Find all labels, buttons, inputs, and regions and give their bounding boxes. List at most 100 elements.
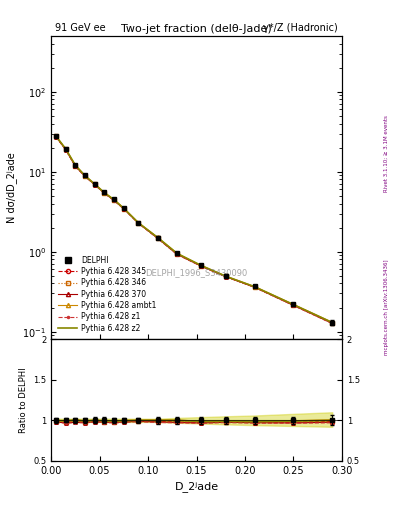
Pythia 6.428 ambt1 (121, 205, 126, 211)
Pythia 6.428 370 (199, 263, 204, 269)
Pythia 6.428 345 (53, 134, 58, 140)
Pythia 6.428 ambt1 (330, 319, 334, 325)
Pythia 6.428 370 (92, 182, 97, 188)
Pythia 6.428 345 (223, 273, 228, 280)
Legend: DELPHI, Pythia 6.428 345, Pythia 6.428 346, Pythia 6.428 370, Pythia 6.428 ambt1: DELPHI, Pythia 6.428 345, Pythia 6.428 3… (55, 253, 159, 335)
Pythia 6.428 z1 (73, 163, 78, 169)
Title: Two-jet fraction (delθ-Jade): Two-jet fraction (delθ-Jade) (121, 24, 272, 34)
Pythia 6.428 ambt1 (155, 234, 160, 241)
Pythia 6.428 346 (223, 273, 228, 280)
Line: Pythia 6.428 370: Pythia 6.428 370 (54, 135, 334, 325)
Pythia 6.428 z2 (291, 302, 296, 308)
Pythia 6.428 345 (330, 320, 334, 326)
Pythia 6.428 z1 (102, 190, 107, 197)
Text: mcplots.cern.ch [arXiv:1306.3436]: mcplots.cern.ch [arXiv:1306.3436] (384, 260, 389, 355)
Pythia 6.428 z2 (73, 162, 78, 168)
Pythia 6.428 370 (291, 302, 296, 308)
Pythia 6.428 z2 (252, 284, 257, 290)
Pythia 6.428 z2 (63, 145, 68, 152)
Pythia 6.428 345 (155, 235, 160, 241)
Y-axis label: Ratio to DELPHI: Ratio to DELPHI (18, 367, 28, 433)
Pythia 6.428 346 (102, 190, 107, 196)
Pythia 6.428 z1 (136, 220, 141, 226)
Pythia 6.428 ambt1 (252, 284, 257, 290)
Pythia 6.428 370 (136, 220, 141, 226)
Pythia 6.428 345 (252, 284, 257, 290)
Pythia 6.428 z1 (223, 273, 228, 280)
Pythia 6.428 346 (112, 197, 116, 203)
Pythia 6.428 346 (199, 263, 204, 269)
Pythia 6.428 346 (155, 234, 160, 241)
Pythia 6.428 345 (92, 182, 97, 188)
Pythia 6.428 370 (155, 235, 160, 241)
Pythia 6.428 370 (112, 197, 116, 203)
Line: Pythia 6.428 345: Pythia 6.428 345 (54, 135, 334, 325)
Pythia 6.428 z1 (112, 198, 116, 204)
Pythia 6.428 ambt1 (175, 250, 180, 257)
Pythia 6.428 z2 (330, 319, 334, 326)
Pythia 6.428 z2 (102, 189, 107, 196)
Pythia 6.428 ambt1 (136, 220, 141, 226)
Pythia 6.428 346 (121, 205, 126, 211)
Y-axis label: N dσ/dD_2ʲade: N dσ/dD_2ʲade (6, 152, 17, 223)
Pythia 6.428 346 (53, 133, 58, 139)
Line: Pythia 6.428 346: Pythia 6.428 346 (54, 135, 334, 325)
Pythia 6.428 370 (223, 273, 228, 280)
Pythia 6.428 345 (121, 206, 126, 212)
Pythia 6.428 ambt1 (102, 189, 107, 196)
Pythia 6.428 370 (73, 163, 78, 169)
Pythia 6.428 346 (63, 146, 68, 152)
Pythia 6.428 ambt1 (53, 133, 58, 139)
Pythia 6.428 346 (291, 302, 296, 308)
Pythia 6.428 ambt1 (223, 273, 228, 279)
Pythia 6.428 345 (291, 302, 296, 308)
Pythia 6.428 370 (63, 146, 68, 153)
Pythia 6.428 z2 (223, 273, 228, 279)
Pythia 6.428 370 (53, 134, 58, 140)
Pythia 6.428 370 (252, 284, 257, 290)
Pythia 6.428 z2 (83, 173, 87, 179)
Pythia 6.428 z2 (53, 133, 58, 139)
Pythia 6.428 ambt1 (112, 197, 116, 203)
Pythia 6.428 346 (175, 251, 180, 257)
Pythia 6.428 z1 (175, 251, 180, 258)
Pythia 6.428 370 (83, 173, 87, 179)
Pythia 6.428 z1 (252, 284, 257, 290)
Pythia 6.428 346 (73, 163, 78, 169)
Pythia 6.428 z1 (121, 206, 126, 212)
Pythia 6.428 z1 (155, 236, 160, 242)
Pythia 6.428 345 (102, 190, 107, 196)
Pythia 6.428 ambt1 (63, 146, 68, 152)
Line: Pythia 6.428 z1: Pythia 6.428 z1 (54, 135, 334, 325)
Pythia 6.428 ambt1 (83, 173, 87, 179)
Pythia 6.428 z1 (199, 263, 204, 269)
Pythia 6.428 ambt1 (73, 162, 78, 168)
Pythia 6.428 345 (73, 163, 78, 169)
Pythia 6.428 z1 (330, 321, 334, 327)
Pythia 6.428 z1 (63, 147, 68, 153)
Pythia 6.428 ambt1 (92, 181, 97, 187)
Pythia 6.428 ambt1 (291, 302, 296, 308)
Pythia 6.428 345 (112, 197, 116, 203)
Pythia 6.428 345 (63, 146, 68, 153)
Pythia 6.428 346 (136, 220, 141, 226)
Pythia 6.428 z1 (53, 134, 58, 140)
Pythia 6.428 345 (83, 173, 87, 179)
Pythia 6.428 346 (330, 319, 334, 326)
Pythia 6.428 346 (83, 173, 87, 179)
Text: γ*/Z (Hadronic): γ*/Z (Hadronic) (263, 23, 338, 33)
Pythia 6.428 345 (199, 263, 204, 269)
Pythia 6.428 z2 (199, 263, 204, 269)
Pythia 6.428 346 (252, 284, 257, 290)
Pythia 6.428 345 (175, 251, 180, 257)
Pythia 6.428 z2 (121, 205, 126, 211)
Text: DELPHI_1996_S3430090: DELPHI_1996_S3430090 (145, 268, 248, 277)
Pythia 6.428 z2 (112, 197, 116, 203)
Pythia 6.428 ambt1 (199, 262, 204, 268)
Text: Rivet 3.1.10; ≥ 3.1M events: Rivet 3.1.10; ≥ 3.1M events (384, 115, 389, 192)
Pythia 6.428 345 (136, 220, 141, 226)
Pythia 6.428 z2 (136, 220, 141, 226)
X-axis label: D_2ʲade: D_2ʲade (174, 481, 219, 492)
Pythia 6.428 z1 (83, 174, 87, 180)
Pythia 6.428 370 (102, 190, 107, 196)
